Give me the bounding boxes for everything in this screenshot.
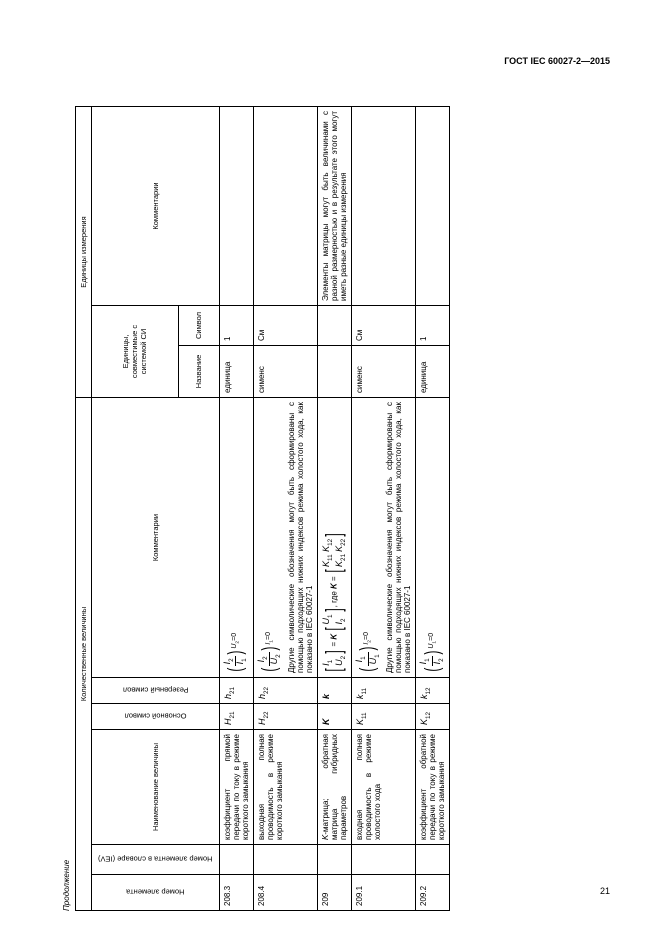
cell-unit-sym: 1: [219, 305, 253, 345]
rotated-table-area: Продолжение Количественные величины Един…: [62, 106, 450, 911]
cell-unit-name: [317, 345, 351, 397]
cell-iev-no: [219, 845, 253, 875]
cell-unit-sym: См: [253, 305, 317, 345]
col-item-no: Номер элемента: [92, 875, 220, 911]
cell-qty-name: входная полная проводимость в режиме хол…: [351, 730, 415, 845]
cell-item-no: 209: [317, 875, 351, 911]
col-qty-name: Наименование величины: [92, 730, 220, 845]
cell-unit-sym: [317, 305, 351, 345]
cell-res-sym: k: [317, 678, 351, 704]
cell-iev-no: [351, 845, 415, 875]
cell-unit-name: единица: [219, 345, 253, 397]
cell-unit-name: единица: [416, 345, 450, 397]
cell-unit-name: сименс: [351, 345, 415, 397]
cell-qty-name: K-матрица; обратная матрица гибридных па…: [317, 730, 351, 845]
cell-iev-no: [317, 845, 351, 875]
cell-unit-comment: Элементы матрицы могут быть величинами с…: [317, 107, 351, 306]
doc-header: ГОСТ IEC 60027-2—2015: [62, 56, 610, 66]
cell-unit-comment: [219, 107, 253, 306]
cell-qty-name: коэффициент обратной передачи по току в …: [416, 730, 450, 845]
cell-main-sym: H21: [219, 704, 253, 730]
cell-item-no: 208.4: [253, 875, 317, 911]
cell-unit-comment: [253, 107, 317, 306]
params-table: Количественные величины Единицы измерени…: [75, 106, 450, 911]
table-head: Количественные величины Единицы измерени…: [76, 107, 220, 911]
cell-comments: [I1U2] = K [U1I2], где K = [K11K21K12K22…: [317, 397, 351, 677]
table-row: 209 K-матрица; обратная матрица гибридных…: [317, 107, 351, 911]
table-row: 209.1 входная полная проводимость в режим…: [351, 107, 415, 911]
col-main-sym: Основной символ: [92, 704, 220, 730]
col-si-name: Название: [178, 345, 219, 397]
col-si-unit: Единицы, совместимые с системой СИ: [92, 305, 179, 397]
cell-comments: (I2U2)I1=0Другие символические обозначен…: [253, 397, 317, 677]
table-row: 208.4 выходная полная проводимость в режи…: [253, 107, 317, 911]
cell-main-sym: K: [317, 704, 351, 730]
col-iev-no: Номер элемента в словаре (IEV): [92, 845, 220, 875]
cell-unit-comment: [351, 107, 415, 306]
group-header-qty: Количественные величины: [76, 397, 92, 910]
cell-comments: (I2I1)U2=0: [219, 397, 253, 677]
col-reserve-sym: Резервный символ: [92, 678, 220, 704]
cell-res-sym: k11: [351, 678, 415, 704]
col-si-sym: Символ: [178, 305, 219, 345]
col-unit-comments: Комментарии: [92, 107, 220, 306]
table-body: 208.3 коэффициент прямой передачи по току…: [219, 107, 450, 911]
cell-res-sym: h22: [253, 678, 317, 704]
cell-iev-no: [253, 845, 317, 875]
cell-item-no: 208.3: [219, 875, 253, 911]
cell-unit-name: сименс: [253, 345, 317, 397]
cell-unit-comment: [416, 107, 450, 306]
continuation-label: Продолжение: [62, 106, 71, 911]
cell-comments: (I1U1)I2=0Другие символические обозначен…: [351, 397, 415, 677]
cell-iev-no: [416, 845, 450, 875]
group-header-units: Единицы измерения: [76, 107, 92, 398]
col-comments: Комментарии: [92, 397, 220, 677]
cell-qty-name: выходная полная проводимость в режиме ко…: [253, 730, 317, 845]
cell-res-sym: k12: [416, 678, 450, 704]
cell-res-sym: h21: [219, 678, 253, 704]
cell-comments: (I1I2)U1=0: [416, 397, 450, 677]
cell-main-sym: K12: [416, 704, 450, 730]
cell-main-sym: K11: [351, 704, 415, 730]
cell-main-sym: H22: [253, 704, 317, 730]
cell-item-no: 209.1: [351, 875, 415, 911]
cell-unit-sym: См: [351, 305, 415, 345]
cell-qty-name: коэффициент прямой передачи по току в ре…: [219, 730, 253, 845]
cell-item-no: 209.2: [416, 875, 450, 911]
page-number: 21: [600, 886, 610, 896]
table-row: 209.2 коэффициент обратной передачи по то…: [416, 107, 450, 911]
cell-unit-sym: 1: [416, 305, 450, 345]
table-row: 208.3 коэффициент прямой передачи по току…: [219, 107, 253, 911]
